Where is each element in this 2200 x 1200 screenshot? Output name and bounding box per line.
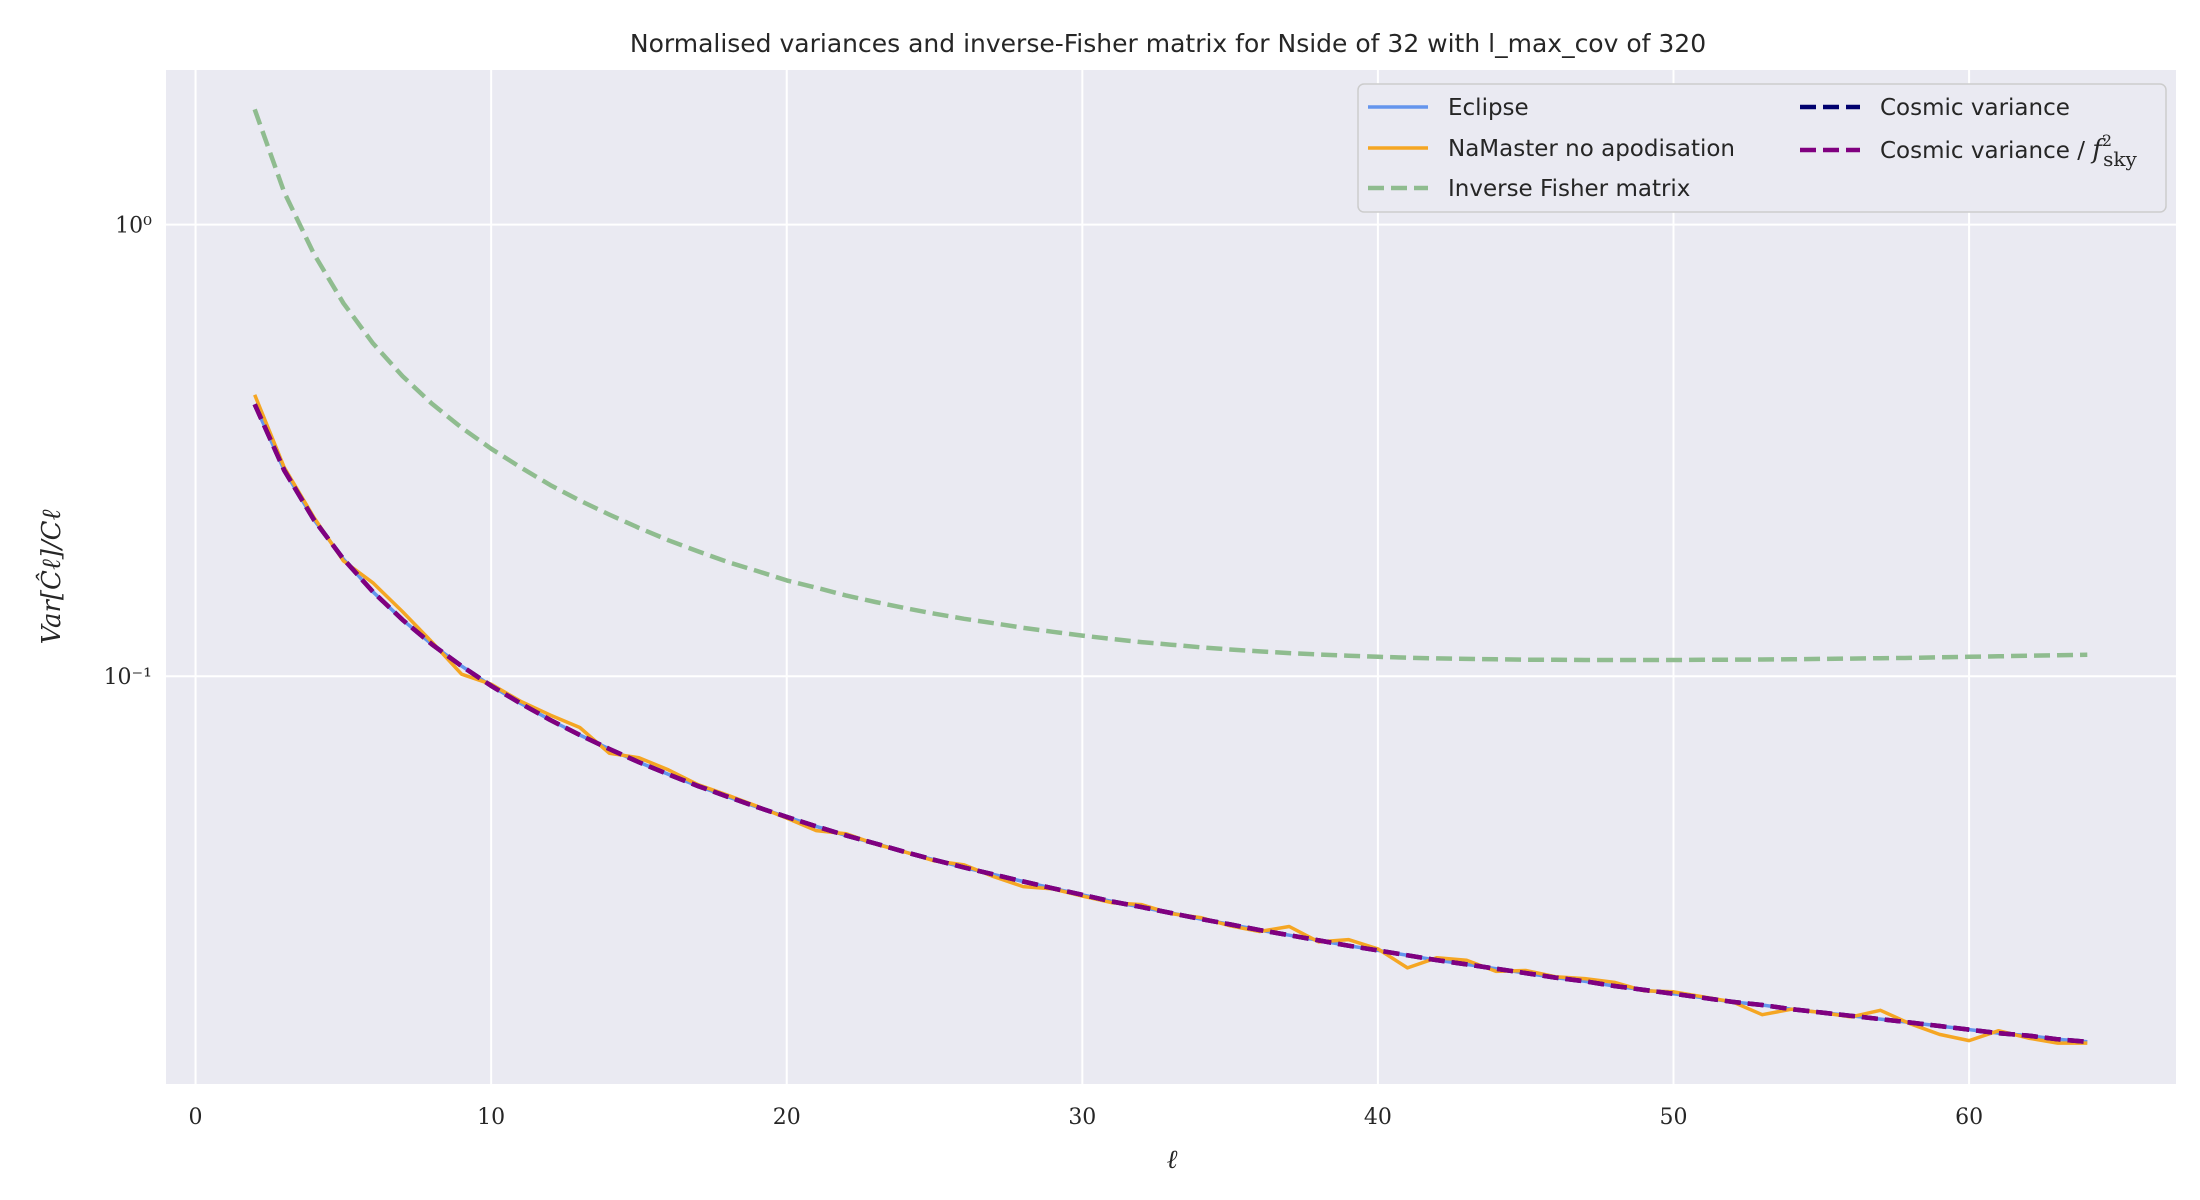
series-lines bbox=[252, 108, 2088, 1045]
x-tick-label: 0 bbox=[189, 1105, 203, 1130]
series-line-cosmic-variance-f-sky bbox=[252, 403, 2088, 1045]
chart-title: Normalised variances and inverse-Fisher … bbox=[630, 29, 1706, 58]
legend-label-inverse-fisher: Inverse Fisher matrix bbox=[1448, 176, 1690, 202]
legend-label-cosmic-variance-fsky: Cosmic variance / f2 sky bbox=[1880, 131, 2137, 171]
y-tick-label: 10⁰ bbox=[115, 214, 152, 239]
grid bbox=[166, 70, 2176, 1084]
legend-box bbox=[1357, 83, 2167, 213]
y-tick-label: 10⁻¹ bbox=[104, 665, 152, 690]
x-axis-label: ℓ bbox=[1167, 1145, 1178, 1175]
x-tick-label: 10 bbox=[477, 1105, 505, 1130]
legend-label-namaster: NaMaster no apodisation bbox=[1448, 136, 1735, 162]
x-tick-label: 50 bbox=[1660, 1105, 1688, 1130]
legend-label-eclipse: Eclipse bbox=[1448, 95, 1529, 121]
x-tick-label: 30 bbox=[1068, 1105, 1096, 1130]
plot-area bbox=[166, 70, 2176, 1084]
series-line-inverse-fisher-matrix bbox=[252, 108, 2088, 663]
legend-label-cosmic-variance: Cosmic variance bbox=[1880, 95, 2070, 121]
x-tick-label: 20 bbox=[773, 1105, 801, 1130]
y-axis-label: Var[Ĉℓ]/Cℓ bbox=[35, 509, 67, 644]
y-axis-ticks: 10⁰ 10⁻¹ bbox=[104, 214, 153, 691]
legend: Eclipse NaMaster no apodisation Inverse … bbox=[1357, 83, 2167, 213]
x-tick-label: 60 bbox=[1955, 1105, 1983, 1130]
x-axis-ticks: 0 10 20 30 40 50 60 bbox=[189, 1105, 1984, 1130]
x-tick-label: 40 bbox=[1364, 1105, 1392, 1130]
